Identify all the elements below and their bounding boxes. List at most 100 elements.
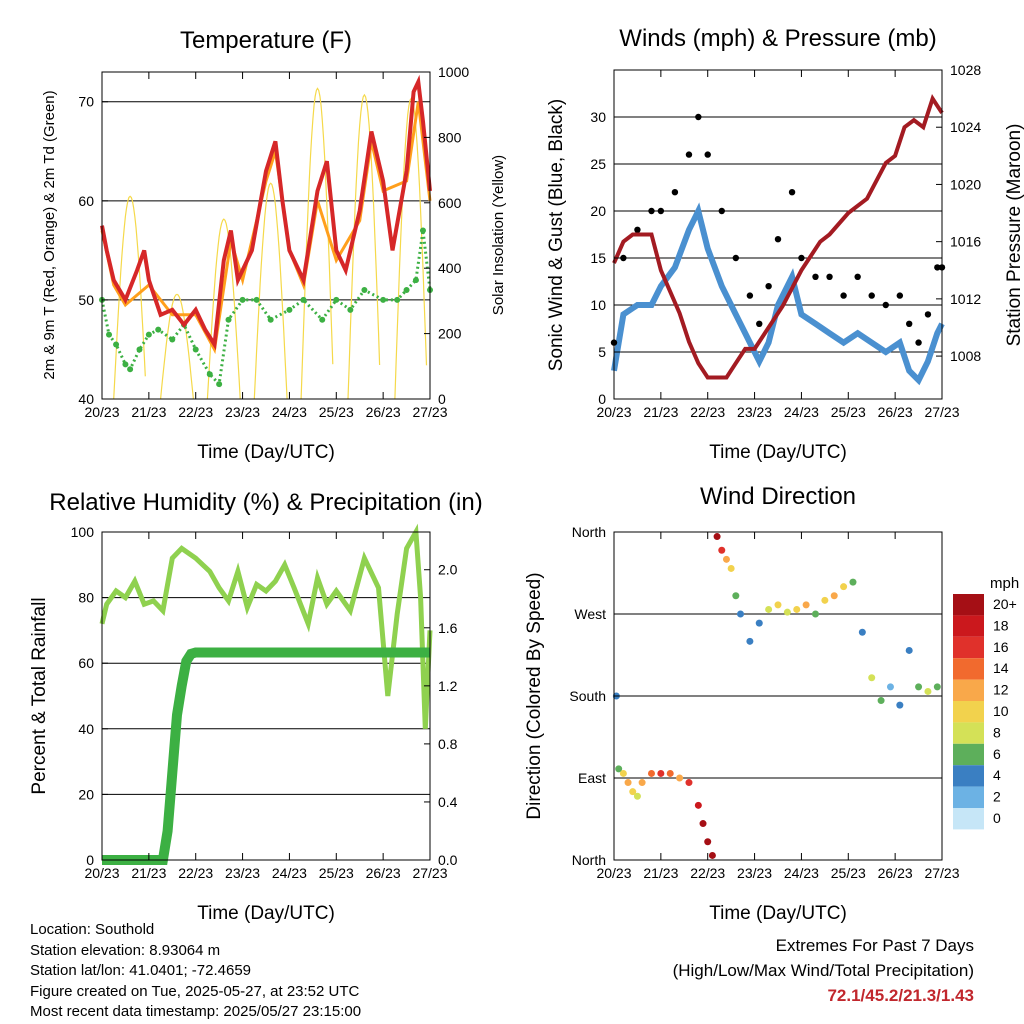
direction-point-3 — [624, 779, 632, 787]
x-tick-label-3: 23/23 — [225, 865, 260, 881]
direction-point-14 — [704, 838, 712, 846]
x-tick-label-6: 26/23 — [366, 404, 401, 420]
legend-label-0: 20+ — [993, 596, 1017, 612]
x-tick-label-0: 20/23 — [596, 865, 631, 881]
x-tick-label-4: 24/23 — [784, 404, 819, 420]
direction-point-31 — [830, 592, 838, 600]
extremes-subtitle: (High/Low/Max Wind/Total Precipitation) — [672, 961, 974, 980]
legend-label-7: 6 — [993, 746, 1001, 762]
solar-day-1 — [160, 293, 194, 400]
dewpoint-point-25 — [403, 287, 410, 293]
temperature-title: Temperature (F) — [180, 27, 352, 54]
direction-point-8 — [657, 769, 665, 777]
direction-point-22 — [746, 637, 754, 645]
legend-swatch-9 — [953, 786, 984, 808]
direction-point-26 — [783, 608, 791, 616]
y-tick-label-4: 80 — [78, 590, 94, 606]
humidity-ylabel: Percent & Total Rainfall — [29, 597, 50, 794]
y2-tick-label-5: 2.0 — [438, 562, 458, 578]
direction-point-16 — [713, 533, 721, 541]
humidity-title: Relative Humidity (%) & Precipitation (i… — [49, 489, 482, 516]
y-tick-label-1: 20 — [78, 786, 94, 802]
x-tick-label-2: 22/23 — [178, 404, 213, 420]
y2-tick-label-4: 1.6 — [438, 620, 458, 636]
y2-tick-label-0: 0 — [438, 391, 446, 407]
created-text: Figure created on Tue, 2025-05-27, at 23… — [30, 982, 360, 1000]
y-tick-label-3: 15 — [590, 250, 606, 266]
winds-marks — [610, 94, 946, 386]
winds-xlabel: Time (Day/UTC) — [709, 442, 847, 463]
x-tick-label-1: 21/23 — [643, 404, 678, 420]
humidity-frame — [101, 531, 431, 861]
y2-tick-label-1: 0.4 — [438, 794, 458, 810]
extremes-title: Extremes For Past 7 Days — [775, 936, 974, 955]
gust-point-27 — [934, 264, 941, 271]
direction-point-17 — [718, 546, 726, 554]
direction-point-35 — [868, 674, 876, 682]
temperature-axes: 20/23 21/23 22/23 23/23 24/23 25/23 26/23 27/23… — [78, 64, 469, 420]
direction-axes: 20/23 21/23 22/23 23/23 24/23 25/23 26/23 27/23… — [569, 524, 959, 881]
direction-point-33 — [849, 578, 857, 586]
direction-point-9 — [666, 769, 674, 777]
y2-tick-label-4: 1024 — [950, 119, 981, 135]
y-tick-label-2: 40 — [78, 721, 94, 737]
x-tick-label-6: 26/23 — [366, 865, 401, 881]
direction-point-38 — [896, 701, 904, 709]
x-tick-label-6: 26/23 — [878, 865, 913, 881]
humidity-axes: 20/23 21/23 22/23 23/23 24/23 25/23 26/23 27/23… — [71, 524, 458, 881]
x-tick-label-4: 24/23 — [784, 865, 819, 881]
direction-ylabel: Direction (Colored By Speed) — [524, 572, 545, 819]
direction-point-12 — [694, 801, 702, 809]
gust-point-19 — [840, 292, 847, 299]
direction-point-23 — [755, 619, 763, 627]
y-tick-label-1: 5 — [598, 344, 606, 360]
speed-legend-title: mph — [990, 575, 1019, 592]
winds-y2label: Station Pressure (Maroon) — [1004, 124, 1024, 347]
x-tick-label-0: 20/23 — [84, 404, 119, 420]
direction-point-13 — [699, 820, 707, 828]
x-tick-label-1: 21/23 — [643, 865, 678, 881]
dewpoint-line — [100, 230, 432, 388]
direction-point-15 — [708, 851, 716, 859]
x-tick-label-5: 25/23 — [831, 865, 866, 881]
direction-point-30 — [821, 596, 829, 604]
y-tick-label-2: 60 — [78, 193, 94, 209]
gust-point-25 — [915, 339, 922, 346]
precip-line — [102, 647, 430, 865]
gust-point-23 — [896, 292, 904, 299]
temperature-ylabel: 2m & 9m T (Red, Orange) & 2m Td (Green) — [41, 90, 58, 379]
y2-tick-label-5: 1028 — [950, 62, 981, 78]
y-tick-label-3: West — [574, 606, 606, 622]
legend-label-1: 18 — [993, 617, 1009, 633]
gust-point-21 — [868, 292, 875, 299]
direction-point-27 — [793, 605, 801, 613]
direction-point-25 — [774, 601, 782, 609]
direction-point-5 — [633, 792, 641, 800]
gust-point-2 — [634, 226, 641, 233]
legend-label-10: 0 — [993, 810, 1001, 826]
humidity-grid — [102, 597, 430, 795]
legend-swatch-1 — [953, 615, 984, 637]
temperature-marks — [99, 74, 433, 400]
temperature-y2label: Solar Insolation (Yellow) — [490, 155, 507, 315]
latlon-text: Station lat/lon: 41.0401; -72.4659 — [30, 962, 252, 979]
gust-point-12 — [756, 320, 763, 327]
humidity-marks — [99, 523, 433, 865]
winds-frame — [613, 69, 943, 400]
winds-title: Winds (mph) & Pressure (mb) — [619, 25, 936, 52]
humidity-panel: Relative Humidity (%) & Precipitation (i… — [29, 489, 483, 924]
dewpoint-point-13 — [225, 316, 232, 323]
y2-tick-label-4: 800 — [438, 129, 462, 145]
direction-point-28 — [802, 601, 810, 609]
pressure-line — [612, 94, 944, 380]
gust-point-20 — [854, 273, 861, 280]
direction-point-41 — [924, 687, 932, 695]
gust-point-4 — [657, 207, 665, 215]
temp-2m-line — [100, 74, 432, 351]
direction-point-10 — [676, 774, 684, 782]
direction-point-6 — [638, 779, 646, 787]
x-tick-label-3: 23/23 — [737, 404, 772, 420]
direction-point-18 — [722, 555, 730, 563]
solar-day-4 — [300, 87, 334, 400]
